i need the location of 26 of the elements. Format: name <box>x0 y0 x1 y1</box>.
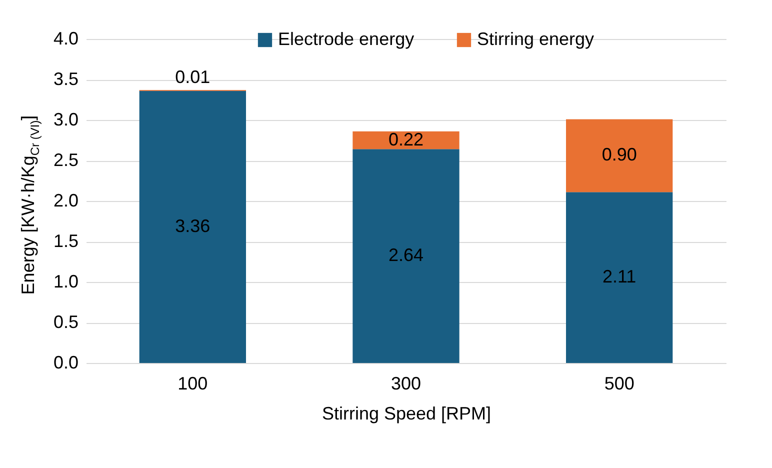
bar <box>566 192 673 363</box>
y-tick-label: 3.0 <box>53 110 78 130</box>
text: 3.36 <box>175 216 210 236</box>
text: 0.90 <box>602 144 637 165</box>
legend-label: Stirring energy <box>477 29 594 49</box>
y-tick-label: 2.0 <box>53 190 78 210</box>
y-tick-label: 1.0 <box>53 272 78 292</box>
text: 2.64 <box>388 245 424 266</box>
y-tick-label: 3.5 <box>53 69 78 89</box>
x-axis-title: Stirring Speed [RPM] <box>322 404 492 424</box>
text: 0.22 <box>388 129 424 150</box>
bar <box>352 131 460 150</box>
y-tick-label: 1.5 <box>53 231 78 251</box>
y-tick-label: 0.5 <box>53 312 78 332</box>
text: 2.11 <box>602 266 636 287</box>
x-tick-label: 500 <box>604 374 634 394</box>
bar <box>139 90 246 363</box>
bar <box>566 119 673 192</box>
bar <box>352 149 460 363</box>
legend-label: Electrode energy <box>278 29 414 49</box>
text: 0.01 <box>175 67 210 88</box>
y-tick-label: 0.0 <box>53 352 78 372</box>
y-tick-label: 2.5 <box>53 150 78 170</box>
x-tick-label: 300 <box>390 374 422 394</box>
y-tick-label: 4.0 <box>53 28 78 48</box>
x-tick-label: 100 <box>178 374 208 394</box>
